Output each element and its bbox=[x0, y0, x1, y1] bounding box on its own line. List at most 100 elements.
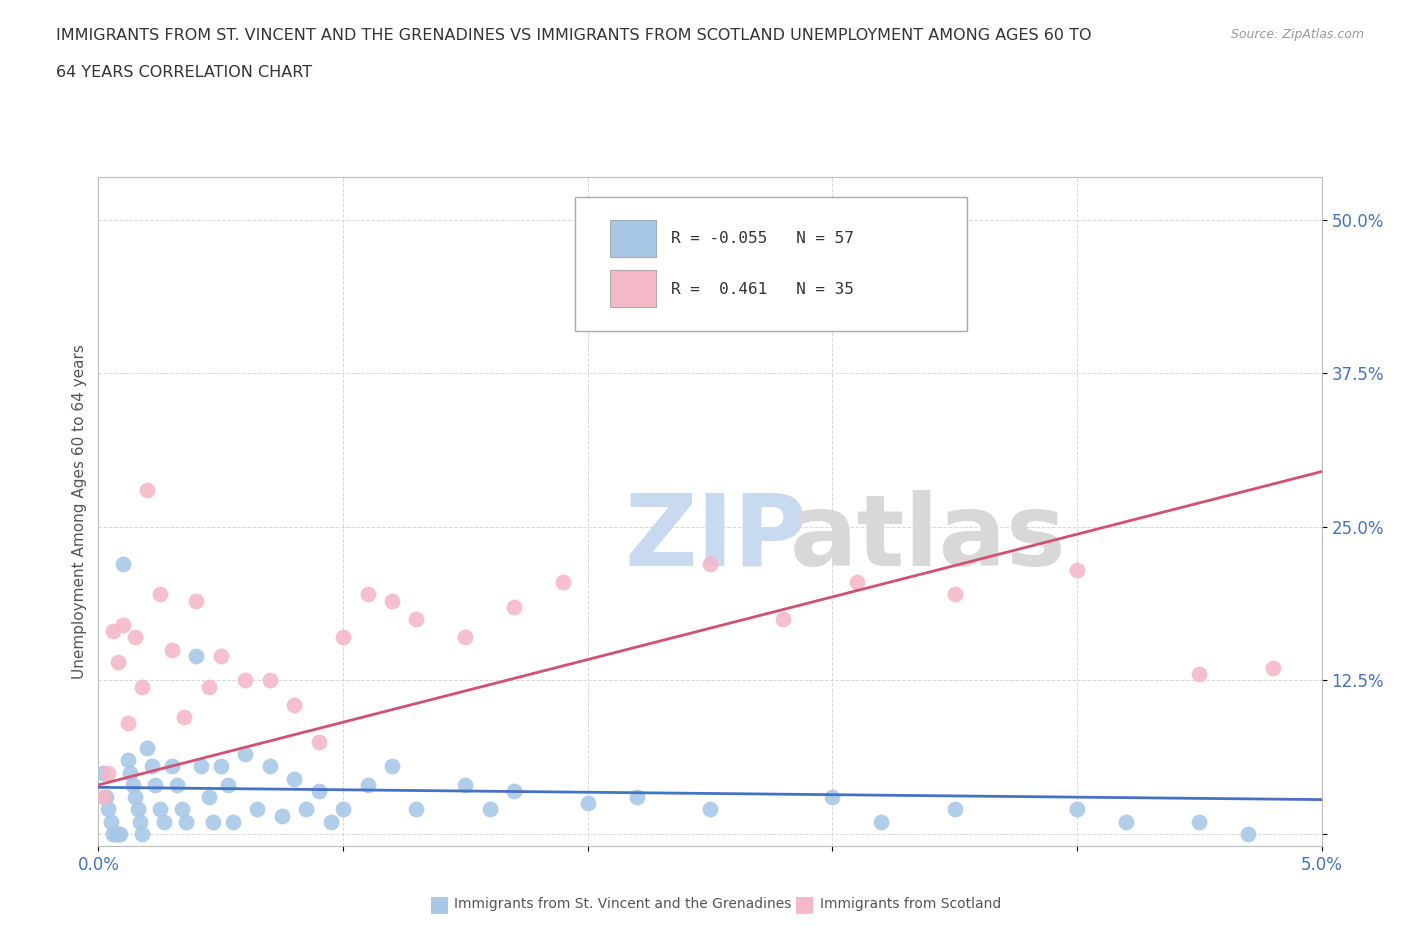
Point bbox=[143, 777, 166, 792]
Point bbox=[110, 827, 132, 842]
Point bbox=[356, 777, 378, 792]
Point bbox=[124, 630, 146, 644]
FancyBboxPatch shape bbox=[575, 197, 967, 331]
Text: 64 YEARS CORRELATION CHART: 64 YEARS CORRELATION CHART bbox=[56, 65, 312, 80]
Point bbox=[91, 765, 114, 780]
Text: ■: ■ bbox=[794, 894, 815, 914]
Point bbox=[129, 815, 152, 830]
Point bbox=[91, 790, 114, 804]
Point bbox=[97, 802, 120, 817]
Point bbox=[153, 815, 176, 830]
Point bbox=[699, 802, 721, 817]
Point bbox=[308, 735, 330, 750]
Point bbox=[454, 777, 477, 792]
Point bbox=[170, 802, 193, 817]
Point bbox=[381, 593, 404, 608]
Point bbox=[136, 740, 159, 755]
Text: Source: ZipAtlas.com: Source: ZipAtlas.com bbox=[1230, 28, 1364, 41]
Point bbox=[699, 556, 721, 571]
Point bbox=[100, 815, 122, 830]
Point bbox=[190, 759, 212, 774]
Point bbox=[160, 759, 183, 774]
Point bbox=[121, 777, 143, 792]
Point bbox=[1261, 660, 1284, 675]
Point bbox=[166, 777, 188, 792]
Point bbox=[553, 575, 575, 590]
Point bbox=[270, 808, 292, 823]
Y-axis label: Unemployment Among Ages 60 to 64 years: Unemployment Among Ages 60 to 64 years bbox=[72, 344, 87, 679]
Point bbox=[233, 747, 256, 762]
Point bbox=[149, 802, 172, 817]
Point bbox=[772, 612, 794, 627]
Point bbox=[283, 771, 305, 786]
FancyBboxPatch shape bbox=[610, 271, 657, 307]
Point bbox=[246, 802, 269, 817]
Point bbox=[356, 587, 378, 602]
Point bbox=[94, 790, 117, 804]
Point bbox=[111, 556, 134, 571]
Point bbox=[160, 643, 183, 658]
Point bbox=[107, 827, 129, 842]
Point bbox=[478, 802, 501, 817]
Point bbox=[209, 759, 232, 774]
Point bbox=[209, 648, 232, 663]
Text: ZIP: ZIP bbox=[624, 490, 807, 587]
Point bbox=[197, 679, 219, 694]
Text: ■: ■ bbox=[429, 894, 450, 914]
Point bbox=[131, 679, 153, 694]
Point bbox=[1066, 563, 1088, 578]
Point bbox=[117, 716, 139, 731]
Point bbox=[943, 802, 966, 817]
Point bbox=[1237, 827, 1260, 842]
Point bbox=[295, 802, 318, 817]
Point bbox=[1188, 667, 1211, 682]
Point bbox=[503, 599, 526, 614]
Point bbox=[943, 587, 966, 602]
Point bbox=[97, 765, 120, 780]
Point bbox=[141, 759, 163, 774]
Point bbox=[202, 815, 225, 830]
Point bbox=[127, 802, 149, 817]
Point bbox=[101, 827, 124, 842]
Point bbox=[845, 575, 868, 590]
Point bbox=[176, 815, 198, 830]
Point bbox=[173, 710, 195, 724]
Point bbox=[332, 802, 354, 817]
Point bbox=[222, 815, 245, 830]
Point bbox=[117, 753, 139, 768]
Text: IMMIGRANTS FROM ST. VINCENT AND THE GRENADINES VS IMMIGRANTS FROM SCOTLAND UNEMP: IMMIGRANTS FROM ST. VINCENT AND THE GREN… bbox=[56, 28, 1091, 43]
Point bbox=[283, 698, 305, 712]
Point bbox=[332, 630, 354, 644]
Point bbox=[107, 655, 129, 670]
Text: Immigrants from St. Vincent and the Grenadines: Immigrants from St. Vincent and the Gren… bbox=[454, 897, 792, 911]
Point bbox=[259, 759, 281, 774]
Text: R = -0.055   N = 57: R = -0.055 N = 57 bbox=[671, 232, 853, 246]
Point bbox=[131, 827, 153, 842]
Point bbox=[1115, 815, 1137, 830]
Point bbox=[259, 673, 281, 688]
Point bbox=[576, 796, 599, 811]
Point bbox=[405, 802, 427, 817]
Point bbox=[821, 790, 844, 804]
Point bbox=[149, 587, 172, 602]
Point bbox=[186, 648, 208, 663]
Point bbox=[308, 784, 330, 799]
Point bbox=[186, 593, 208, 608]
Point bbox=[197, 790, 219, 804]
Point bbox=[381, 759, 404, 774]
Text: R =  0.461   N = 35: R = 0.461 N = 35 bbox=[671, 282, 853, 297]
Point bbox=[120, 765, 142, 780]
Point bbox=[503, 784, 526, 799]
Point bbox=[454, 630, 477, 644]
Point bbox=[104, 827, 127, 842]
Point bbox=[233, 673, 256, 688]
Point bbox=[1066, 802, 1088, 817]
Point bbox=[870, 815, 893, 830]
Point bbox=[101, 624, 124, 639]
Point bbox=[600, 299, 623, 313]
Point bbox=[1188, 815, 1211, 830]
FancyBboxPatch shape bbox=[610, 220, 657, 257]
Point bbox=[217, 777, 239, 792]
Point bbox=[124, 790, 146, 804]
Point bbox=[111, 618, 134, 632]
